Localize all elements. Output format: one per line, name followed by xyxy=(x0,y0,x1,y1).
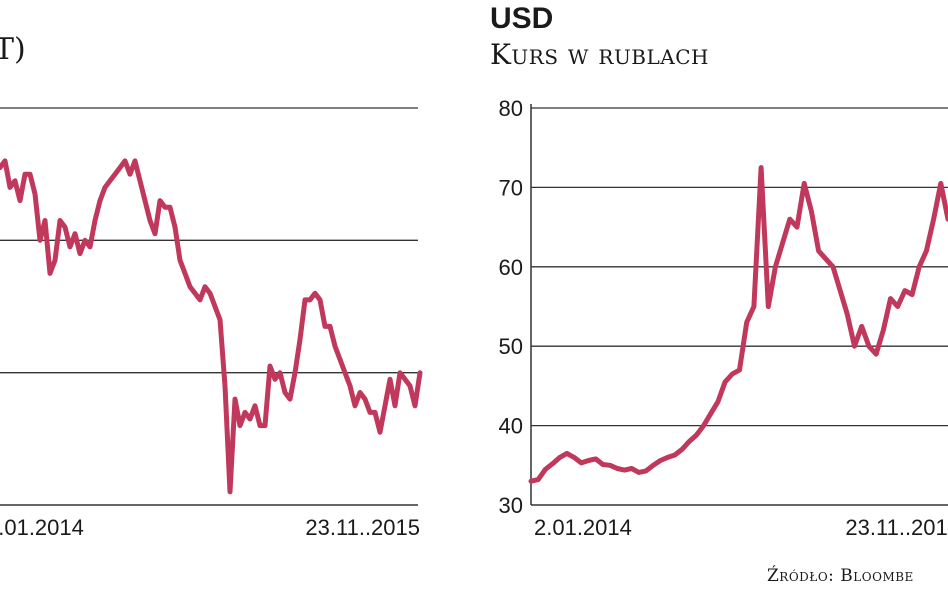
series-line xyxy=(528,165,948,484)
y-tick-label: 30 xyxy=(499,493,523,518)
y-tick-label: 80 xyxy=(499,96,523,121)
x-tick-label: 2.01.2014 xyxy=(534,515,632,540)
right-chart-title: USD xyxy=(490,2,554,35)
y-tick-label: 50 xyxy=(499,334,523,359)
right-chart-subtitle: Kurs w rublach xyxy=(490,38,709,71)
left-chart-subtitle-fragment: T) xyxy=(0,32,26,67)
x-tick-label: 23.11..2015 xyxy=(845,515,948,540)
series-line xyxy=(0,158,423,495)
y-tick-label: 40 xyxy=(499,414,523,439)
y-tick-label: 60 xyxy=(499,255,523,280)
left-chart: 2.01.2014 23.11..2015 xyxy=(0,107,423,540)
x-tick-label: 23.11..2015 xyxy=(305,515,420,540)
y-tick-label: 70 xyxy=(499,175,523,200)
x-tick-label: 2.01.2014 xyxy=(0,515,84,540)
source-note: Źródło: Bloombe xyxy=(767,566,914,586)
right-chart: 30 40 50 60 70 80 2.01.2014 23.11..2015 xyxy=(499,96,948,540)
